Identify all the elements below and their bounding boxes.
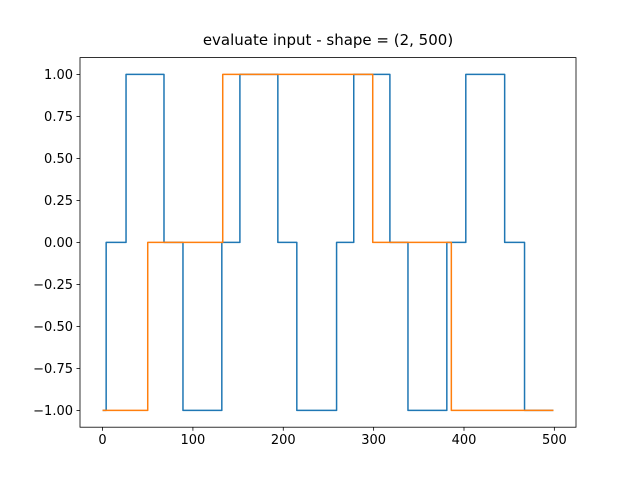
series-1-line <box>102 73 554 412</box>
y-tick-label: 0.00 <box>44 236 73 251</box>
axes-spines <box>79 57 577 428</box>
y-tick-label: −0.75 <box>33 362 73 377</box>
x-tick-label: 500 <box>542 433 567 448</box>
y-tick-label: −1.00 <box>33 404 73 419</box>
y-tick-label: 0.75 <box>44 110 73 125</box>
chart-title: evaluate input - shape = (2, 500) <box>202 31 454 49</box>
y-tick-label: −0.25 <box>33 278 73 293</box>
y-tick-label: 0.50 <box>44 152 73 167</box>
x-tick-label: 200 <box>271 433 296 448</box>
y-tick-label: −0.50 <box>33 320 73 335</box>
y-tick-label: 1.00 <box>44 68 73 83</box>
x-tick-label: 0 <box>98 433 106 448</box>
x-tick-label: 100 <box>180 433 205 448</box>
y-tick-label: 0.25 <box>44 194 73 209</box>
x-tick-label: 300 <box>361 433 386 448</box>
x-tick-label: 400 <box>452 433 477 448</box>
series-0-line <box>102 73 554 412</box>
